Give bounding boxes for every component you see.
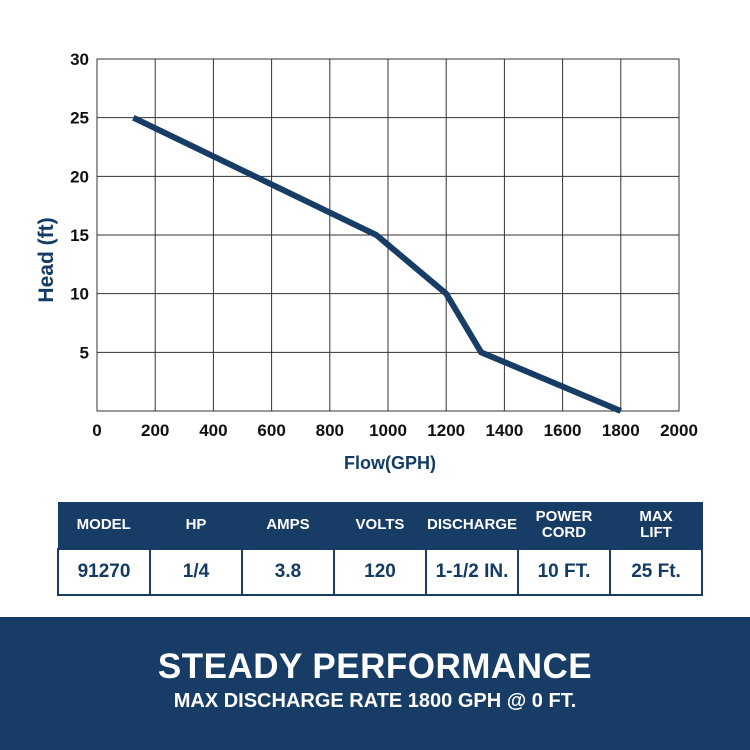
- spec-header-amps: AMPS: [242, 502, 335, 549]
- specs-header-row: MODEL HP AMPS VOLTS DISCHARGE POWER CORD…: [58, 502, 703, 549]
- x-tick-label: 1400: [485, 421, 523, 440]
- spec-header-discharge: DISCHARGE: [426, 502, 519, 549]
- spec-value-discharge: 1-1/2 IN.: [425, 548, 519, 596]
- spec-value-amps: 3.8: [241, 548, 335, 596]
- x-tick-label: 1800: [602, 421, 640, 440]
- y-tick-label: 30: [70, 50, 89, 69]
- performance-banner: STEADY PERFORMANCE MAX DISCHARGE RATE 18…: [0, 617, 750, 750]
- spec-value-max-lift: 25 Ft.: [609, 548, 703, 596]
- x-tick-label: 600: [257, 421, 285, 440]
- y-tick-label: 25: [70, 109, 89, 128]
- x-tick-label: 400: [199, 421, 227, 440]
- spec-value-power-cord: 10 FT.: [517, 548, 611, 596]
- y-tick-label: 15: [70, 226, 89, 245]
- banner-subtitle: MAX DISCHARGE RATE 1800 GPH @ 0 FT.: [173, 690, 577, 712]
- y-axis-title: Head (ft): [35, 217, 58, 302]
- y-tick-label: 5: [80, 343, 89, 362]
- x-tick-label: 1200: [427, 421, 465, 440]
- spec-header-max-lift: MAX LIFT: [610, 502, 703, 549]
- specs-value-row: 91270 1/4 3.8 120 1-1/2 IN. 10 FT. 25 Ft…: [57, 548, 703, 596]
- x-tick-label: 2000: [660, 421, 698, 440]
- spec-value-model: 91270: [57, 548, 151, 596]
- y-tick-label: 20: [70, 167, 89, 186]
- banner-title: STEADY PERFORMANCE: [157, 647, 593, 686]
- performance-chart-svg: 0 200 400 600 800 1000 1200 1400 1600 1800 2000 5 10…: [35, 50, 698, 473]
- spec-header-power-cord: POWER CORD: [518, 502, 611, 549]
- spec-value-hp: 1/4: [149, 548, 243, 596]
- x-tick-label: 200: [141, 421, 169, 440]
- performance-curve: [132, 114, 622, 414]
- y-tick-label: 10: [70, 285, 89, 304]
- performance-chart: 0 200 400 600 800 1000 1200 1400 1600 1800 2000 5 10…: [35, 50, 698, 473]
- x-tick-label: 0: [92, 421, 101, 440]
- x-tick-label: 1000: [369, 421, 407, 440]
- spec-value-volts: 120: [333, 548, 427, 596]
- specs-table: MODEL HP AMPS VOLTS DISCHARGE POWER CORD…: [57, 502, 703, 596]
- spec-header-model: MODEL: [58, 502, 151, 549]
- spec-header-volts: VOLTS: [334, 502, 427, 549]
- x-axis-title: Flow(GPH): [344, 453, 436, 473]
- x-tick-label: 1600: [544, 421, 582, 440]
- spec-header-hp: HP: [150, 502, 243, 549]
- x-tick-label: 800: [316, 421, 344, 440]
